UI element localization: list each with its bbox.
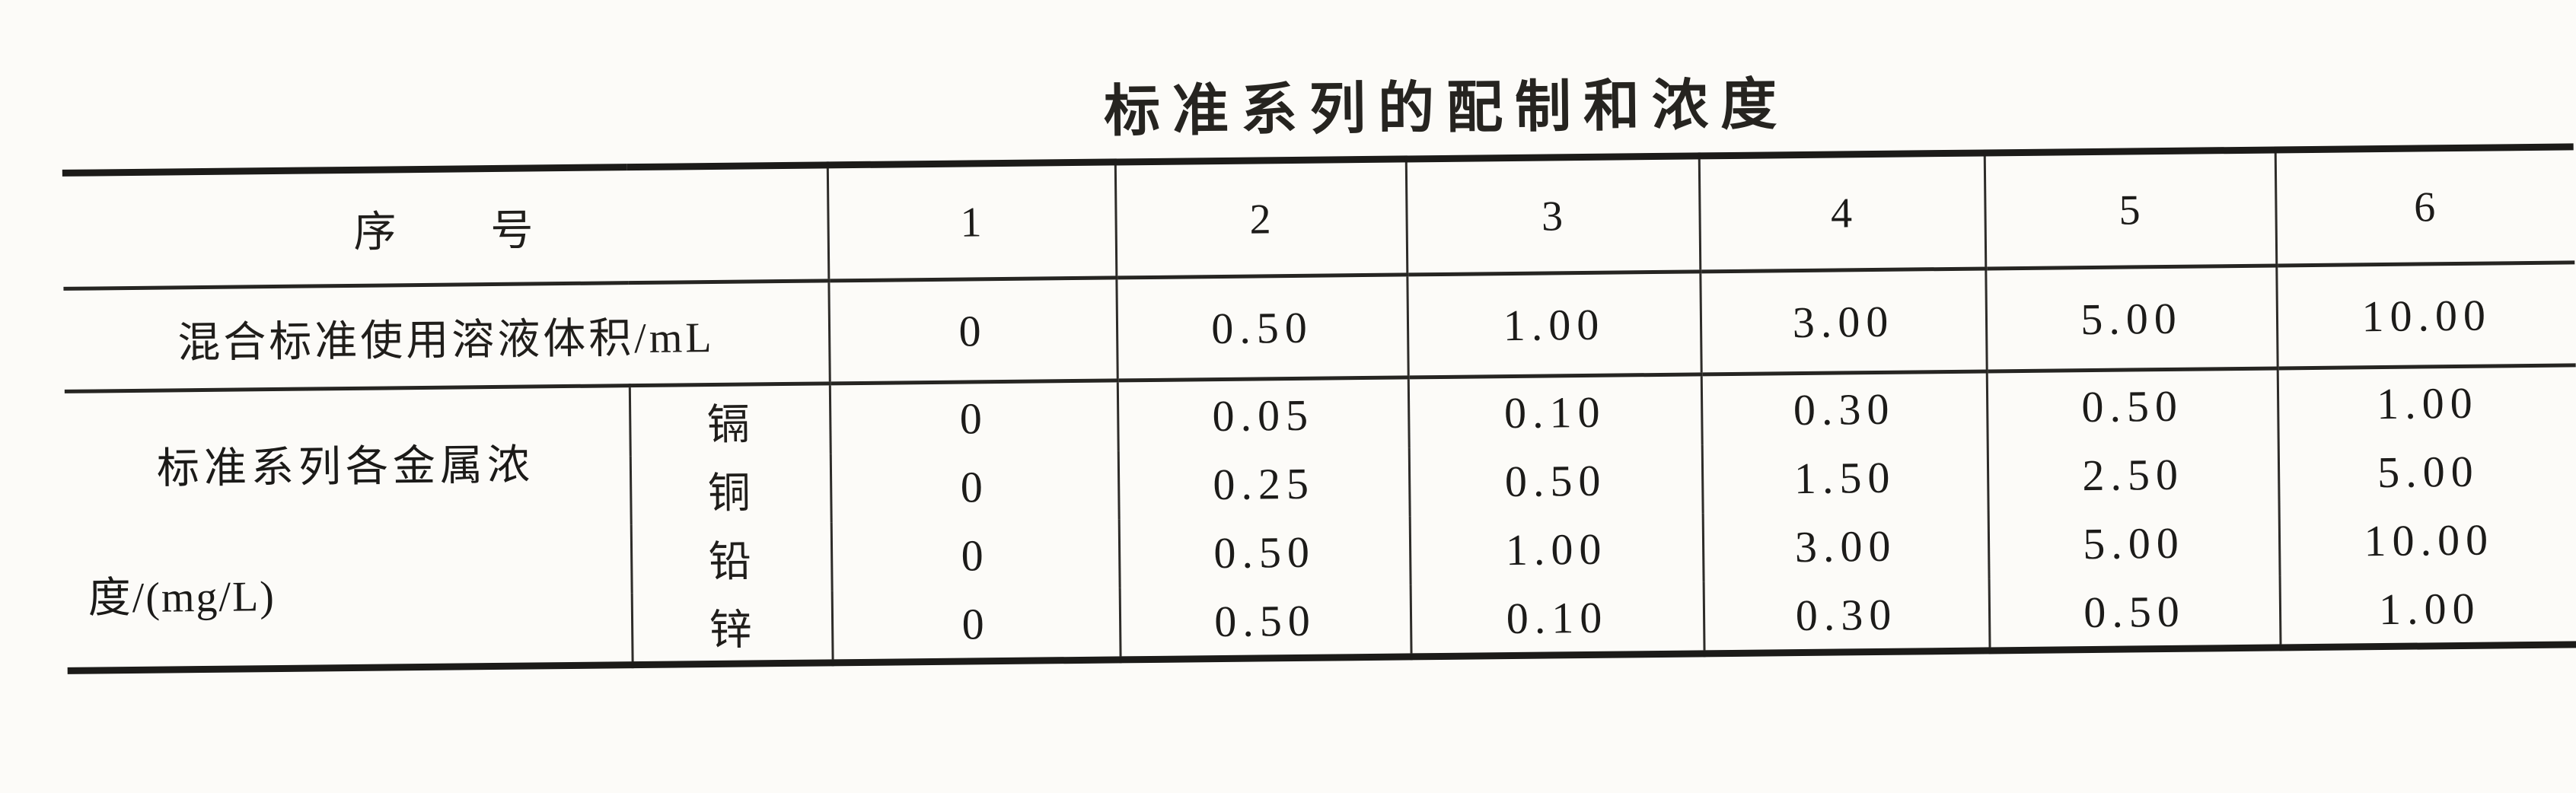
lead-value-6: 10.00 xyxy=(2278,504,2576,576)
header-label-cell: 序 号 xyxy=(62,164,829,289)
copper-value-2: 0.25 xyxy=(1117,447,1410,520)
volume-value-2: 0.50 xyxy=(1116,274,1408,381)
zinc-value-5: 0.50 xyxy=(1988,575,2281,651)
cadmium-value-4: 0.30 xyxy=(1701,371,1988,445)
cadmium-value-5: 0.50 xyxy=(1986,368,2278,442)
col-header-2: 2 xyxy=(1114,158,1408,278)
copper-value-6: 5.00 xyxy=(2278,435,2576,508)
cadmium-value-1: 0 xyxy=(829,380,1118,454)
col-header-3: 3 xyxy=(1405,155,1701,275)
col-header-1: 1 xyxy=(827,161,1117,281)
cadmium-value-2: 0.05 xyxy=(1117,377,1409,451)
volume-value-3: 1.00 xyxy=(1407,271,1701,377)
copper-value-1: 0 xyxy=(830,451,1119,523)
metal-name-cadmium: 镉 xyxy=(629,383,831,457)
metal-name-zinc: 锌 xyxy=(631,591,833,665)
col-header-6: 6 xyxy=(2275,146,2575,266)
volume-row-label: 混合标准使用溶液体积/mL xyxy=(63,280,830,392)
zinc-value-2: 0.50 xyxy=(1119,584,1411,660)
cadmium-value-6: 1.00 xyxy=(2277,365,2576,439)
lead-value-2: 0.50 xyxy=(1118,516,1411,588)
copper-value-3: 0.50 xyxy=(1408,444,1703,517)
zinc-value-6: 1.00 xyxy=(2279,572,2576,648)
metals-section-label: 标准系列各金属浓 度/(mg/L) xyxy=(64,385,633,671)
standards-table: 序 号 1 2 3 4 5 6 混合标准使用溶液体积/mL 0 0.50 1.0… xyxy=(62,143,2576,674)
col-header-5: 5 xyxy=(1984,149,2277,269)
page-title: 标准系列的配制和浓度 xyxy=(1103,74,1790,144)
metal-name-copper: 铜 xyxy=(630,454,831,525)
volume-value-6: 10.00 xyxy=(2276,262,2576,368)
metal-name-lead: 铅 xyxy=(630,522,832,594)
lead-value-4: 3.00 xyxy=(1702,510,1989,582)
volume-value-5: 5.00 xyxy=(1985,265,2278,371)
volume-value-4: 3.00 xyxy=(1700,268,1987,374)
zinc-value-3: 0.10 xyxy=(1410,581,1704,657)
lead-value-1: 0 xyxy=(831,519,1120,591)
volume-value-1: 0 xyxy=(828,277,1117,384)
metals-label-line2: 度/(mg/L) xyxy=(88,573,276,623)
lead-value-3: 1.00 xyxy=(1409,513,1704,585)
col-header-4: 4 xyxy=(1698,152,1986,272)
copper-value-4: 1.50 xyxy=(1701,441,1988,514)
zinc-value-4: 0.30 xyxy=(1703,578,1990,654)
lead-value-5: 5.00 xyxy=(1988,507,2280,579)
metals-label-line1: 标准系列各金属浓 xyxy=(156,441,535,493)
cadmium-value-3: 0.10 xyxy=(1408,374,1702,448)
copper-value-5: 2.50 xyxy=(1987,438,2279,511)
zinc-value-1: 0 xyxy=(831,588,1121,663)
